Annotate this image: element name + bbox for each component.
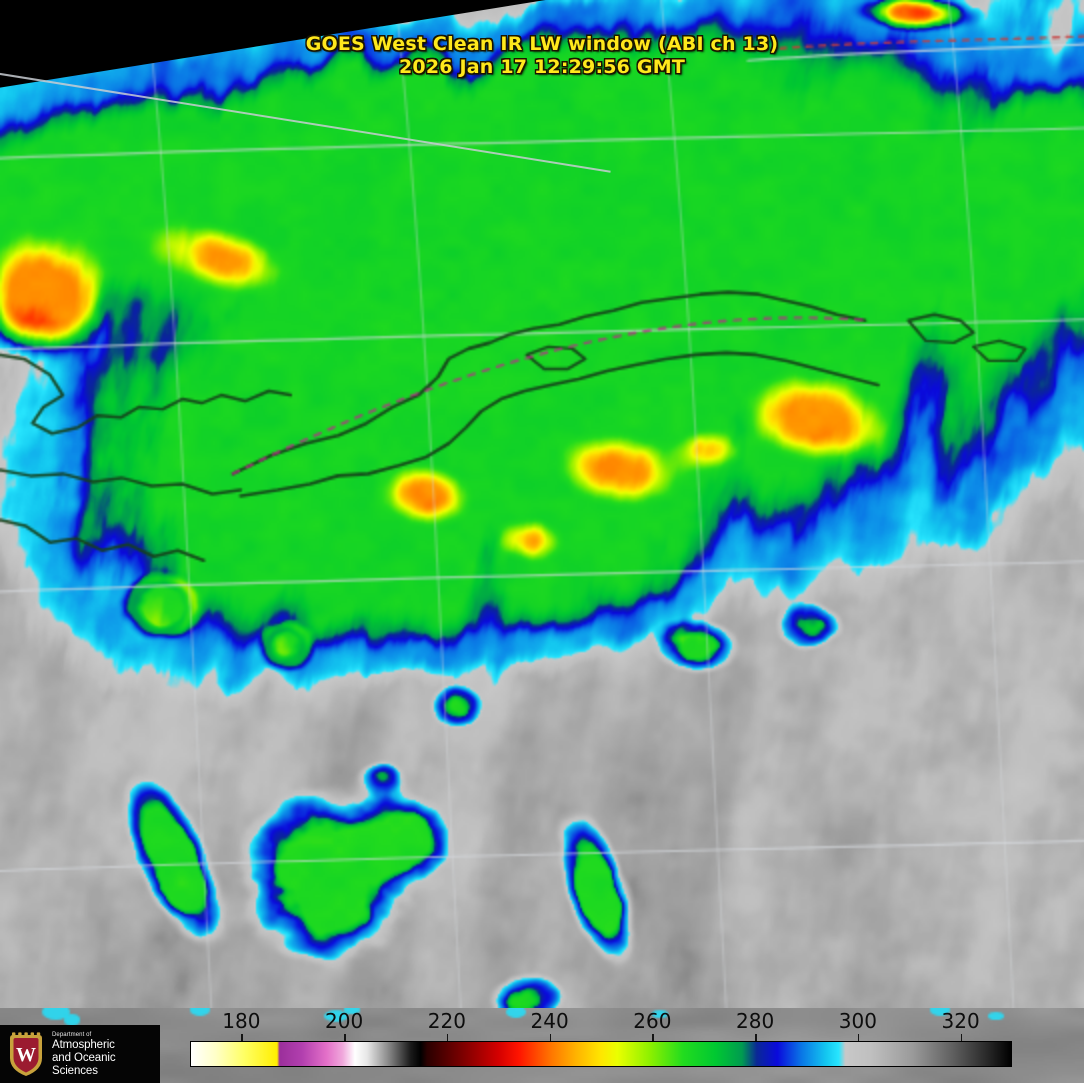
uw-crest-icon: W	[10, 1032, 42, 1076]
colorbar-tick-180	[241, 1034, 243, 1042]
colorbar-tick-300	[857, 1034, 860, 1042]
colorbar-tick-280	[755, 1034, 757, 1042]
colorbar-label-320: 320	[941, 1009, 980, 1033]
satellite-ir-image	[0, 0, 1084, 1008]
colorbar-tick-240	[549, 1034, 552, 1042]
logo-text-block: Department of Atmospheric and Oceanic Sc…	[52, 1031, 158, 1078]
svg-text:W: W	[16, 1044, 36, 1066]
colorbar-tick-220	[446, 1034, 449, 1042]
colorbar-label-260: 260	[633, 1009, 672, 1033]
logo-name-line-1: Atmospheric	[52, 1039, 115, 1051]
logo-name-line-2: and Oceanic Sciences	[52, 1052, 116, 1077]
colorbar-tick-200	[344, 1034, 346, 1042]
colorbar-group: 180 200 220 240 260 280 300 320	[0, 1008, 1084, 1083]
colorbar-label-180: 180	[222, 1009, 261, 1033]
colorbar-label-200: 200	[325, 1009, 364, 1033]
colorbar-label-240: 240	[530, 1009, 569, 1033]
satellite-image-panel	[0, 0, 1084, 1008]
colorbar-tick-labels: 180 200 220 240 260 280 300 320	[190, 1009, 1012, 1033]
colorbar-tick-260	[652, 1034, 654, 1042]
colorbar-tick-marks	[190, 1034, 1012, 1042]
colorbar-label-280: 280	[736, 1009, 775, 1033]
colorbar-label-220: 220	[427, 1009, 466, 1033]
colorbar-label-300: 300	[838, 1009, 877, 1033]
uw-aos-logo[interactable]: W Department of Atmospheric and Oceanic …	[0, 1025, 160, 1083]
colorbar-tick-320	[960, 1034, 963, 1042]
logo-department-label: Department of	[52, 1032, 92, 1038]
colorbar-gradient	[190, 1041, 1012, 1067]
colorbar-panel: 180 200 220 240 260 280 300 320	[0, 1008, 1084, 1083]
